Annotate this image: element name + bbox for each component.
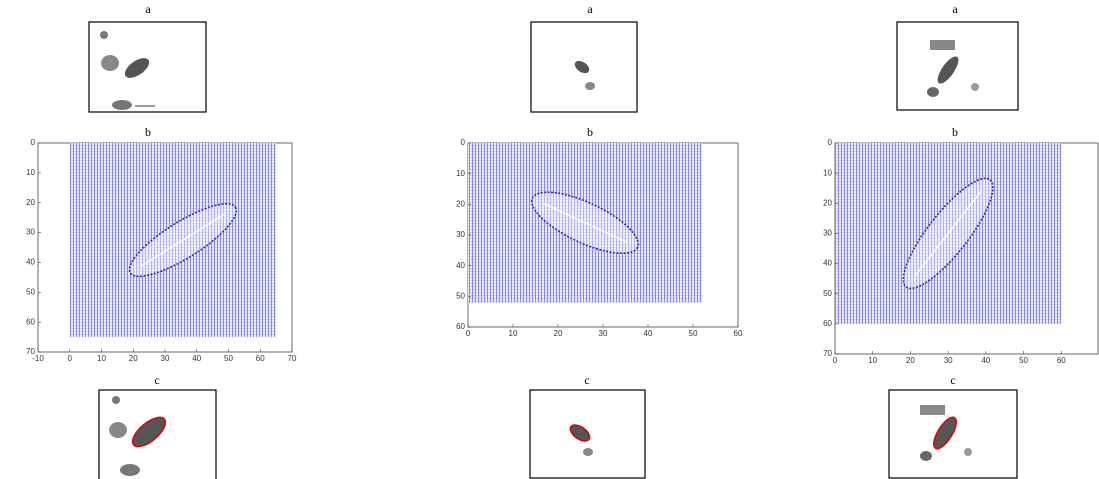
y-tick-label: 20: [456, 199, 465, 208]
y-tick-label: 10: [823, 168, 832, 177]
y-tick-label: 50: [26, 287, 35, 296]
x-tick-label: 70: [288, 354, 297, 363]
y-tick-label: 40: [456, 261, 465, 270]
x-tick-label: 50: [689, 329, 698, 338]
y-tick-label: 60: [456, 322, 465, 331]
x-tick-label: 10: [97, 354, 106, 363]
y-tick-label: 50: [456, 291, 465, 300]
vector-plot: 0 10 20 30 40 50 60 0 10 20 30 40 50 60 70: [823, 138, 1098, 365]
image-c: [99, 390, 216, 479]
x-tick-label: 50: [1019, 356, 1028, 365]
image-a: [531, 22, 637, 112]
x-tick-label: 60: [256, 354, 265, 363]
y-tick-label: 60: [823, 319, 832, 328]
image-a: [89, 22, 206, 112]
x-tick-label: 40: [192, 354, 201, 363]
x-tick-label: 30: [599, 329, 608, 338]
label-a: a: [952, 2, 958, 16]
y-tick-label: 70: [823, 349, 832, 358]
y-tick-label: 50: [823, 289, 832, 298]
label-b: b: [145, 125, 151, 139]
image-a: [897, 22, 1018, 110]
y-tick-label: 0: [461, 138, 466, 147]
y-tick-label: 30: [456, 230, 465, 239]
x-tick-label: 0: [833, 356, 838, 365]
y-tick-label: 20: [823, 198, 832, 207]
y-tick-label: 10: [26, 168, 35, 177]
x-tick-label: 0: [68, 354, 73, 363]
x-tick-label: 0: [466, 329, 471, 338]
y-tick-label: 0: [31, 138, 36, 147]
y-tick-label: 10: [456, 169, 465, 178]
y-tick-label: 30: [26, 228, 35, 237]
x-tick-label: 30: [161, 354, 170, 363]
y-tick-label: 70: [26, 347, 35, 356]
y-tick-label: 30: [823, 229, 832, 238]
label-a: a: [145, 2, 151, 16]
y-tick-label: 40: [823, 259, 832, 268]
x-tick-label: 10: [509, 329, 518, 338]
x-tick-label: 60: [1057, 356, 1066, 365]
x-tick-label: 20: [906, 356, 915, 365]
y-tick-label: 40: [26, 258, 35, 267]
x-tick-label: 50: [224, 354, 233, 363]
y-tick-label: 20: [26, 198, 35, 207]
label-c: c: [584, 373, 589, 387]
label-a: a: [587, 2, 593, 16]
y-tick-label: 0: [828, 138, 833, 147]
label-c: c: [950, 373, 955, 387]
x-tick-label: 60: [734, 329, 743, 338]
label-b: b: [952, 125, 958, 139]
x-tick-label: 30: [944, 356, 953, 365]
y-tick-label: 60: [26, 317, 35, 326]
x-tick-label: 40: [981, 356, 990, 365]
x-tick-label: 20: [129, 354, 138, 363]
image-c: [530, 390, 645, 478]
x-tick-label: 40: [644, 329, 653, 338]
image-c: [889, 390, 1017, 478]
x-tick-label: 20: [554, 329, 563, 338]
label-c: c: [154, 373, 159, 387]
label-b: b: [587, 125, 593, 139]
figure: abc-10010203040506070010203040506070abc0…: [0, 0, 1099, 479]
x-tick-label: 10: [868, 356, 877, 365]
